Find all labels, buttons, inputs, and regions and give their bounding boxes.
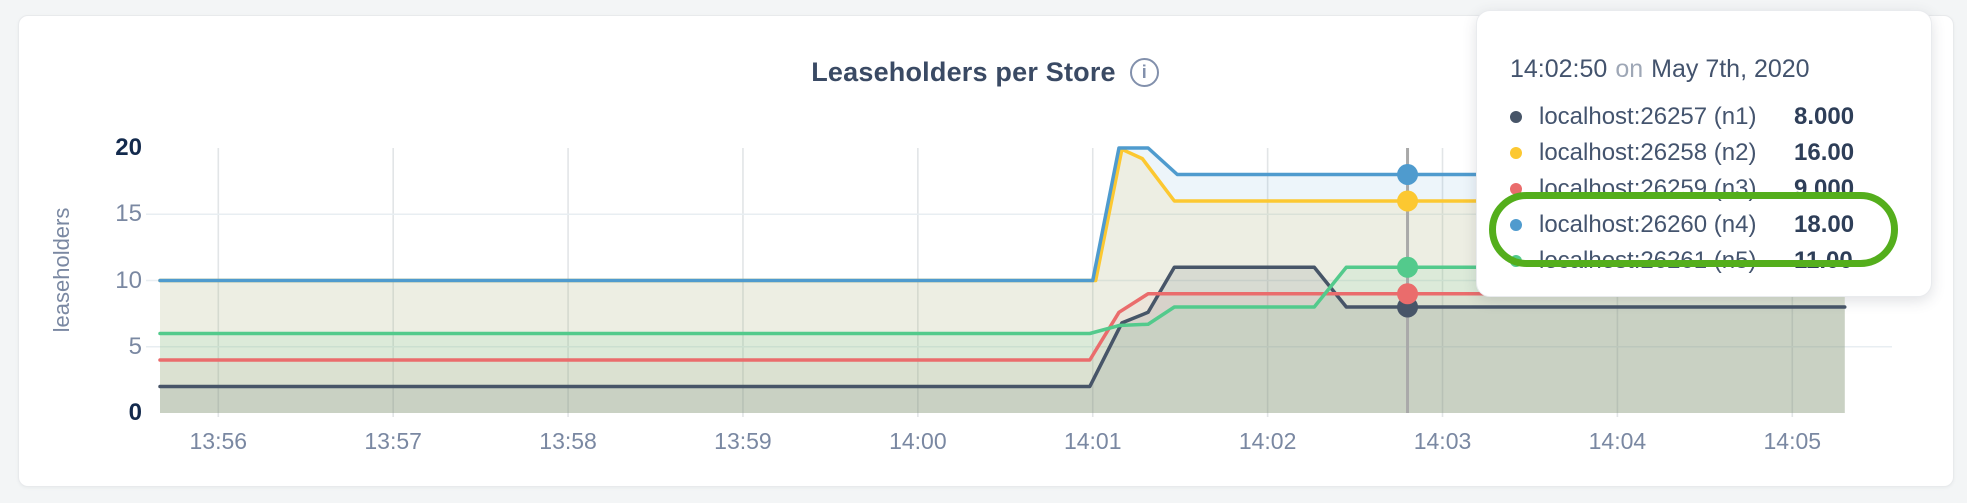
series-color-dot-n3 [1510, 183, 1522, 195]
series-value: 18.00 [1794, 211, 1855, 238]
tooltip-conjunction: on [1615, 54, 1644, 83]
series-name: localhost:26258 (n2) [1539, 139, 1757, 166]
tooltip-date: May 7th, 2020 [1651, 54, 1810, 83]
x-tick-14:03: 14:03 [1413, 428, 1472, 454]
series-color-dot-n4 [1510, 219, 1522, 231]
series-value: 9.000 [1794, 175, 1855, 202]
x-tick-13:58: 13:58 [539, 428, 597, 454]
area-fill-n1 [160, 267, 1845, 413]
tooltip-row-n2: localhost:26258 (n2) 16.00 [1510, 135, 1907, 171]
series-value: 11.00 [1794, 247, 1853, 274]
series-value: 16.00 [1794, 139, 1855, 166]
x-tick-14:05: 14:05 [1763, 428, 1822, 454]
series-color-dot-n2 [1510, 147, 1522, 159]
chart-header: Leaseholders per Store i [18, 54, 1952, 90]
hover-dot-n2 [1397, 190, 1419, 212]
hover-dot-n5 [1397, 256, 1419, 278]
x-tick-13:56: 13:56 [189, 428, 248, 454]
hover-dot-n4 [1397, 164, 1419, 185]
series-name: localhost:26260 (n4) [1539, 211, 1757, 238]
tooltip-header: 14:02:50 on May 7th, 2020 [1510, 49, 1907, 89]
series-lines [158, 146, 1847, 389]
line-n3 [158, 292, 1847, 362]
line-n1 [158, 265, 1847, 389]
series-name: localhost:26261 (n5) [1539, 247, 1757, 274]
info-icon[interactable]: i [1129, 57, 1159, 87]
y-tick-15: 15 [115, 200, 142, 228]
tooltip-time: 14:02:50 [1510, 54, 1608, 83]
hover-dots [1397, 164, 1419, 318]
series-name: localhost:26257 (n1) [1539, 103, 1757, 130]
x-tick-14:01: 14:01 [1063, 428, 1122, 454]
area-fill-n3 [160, 293, 1845, 413]
y-tick-0: 0 [128, 399, 142, 426]
tooltip-row-n3: localhost:26259 (n3) 9.000 [1510, 171, 1907, 207]
hover-dot-n3 [1397, 283, 1419, 305]
x-tick-13:59: 13:59 [714, 428, 772, 454]
x-tick-13:57: 13:57 [364, 428, 422, 454]
tooltip-row-n1: localhost:26257 (n1) 8.000 [1510, 99, 1907, 135]
tooltip-series-list: localhost:26257 (n1) 8.000 localhost:26258… [1510, 99, 1907, 279]
line-n4 [158, 146, 1847, 283]
chart-title: Leaseholders per Store [811, 56, 1116, 87]
series-color-dot-n1 [1510, 111, 1522, 123]
y-tick-10: 10 [115, 266, 142, 294]
tooltip-row-n4: localhost:26260 (n4) 18.00 [1510, 207, 1907, 243]
line-n5 [158, 265, 1847, 336]
x-tick-14:00: 14:00 [889, 428, 947, 454]
y-tick-20: 20 [115, 134, 142, 161]
x-tick-14:04: 14:04 [1588, 428, 1647, 454]
series-color-dot-n5 [1510, 255, 1522, 267]
series-value: 8.000 [1794, 103, 1855, 130]
area-fill-n5 [160, 267, 1845, 413]
x-tick-14:02: 14:02 [1238, 428, 1297, 454]
y-tick-5: 5 [128, 332, 142, 360]
series-name: localhost:26259 (n3) [1539, 175, 1757, 202]
hover-tooltip: 14:02:50 on May 7th, 2020 localhost:2625… [1476, 10, 1932, 297]
tooltip-row-n5: localhost:26261 (n5) 11.00 [1510, 243, 1907, 279]
